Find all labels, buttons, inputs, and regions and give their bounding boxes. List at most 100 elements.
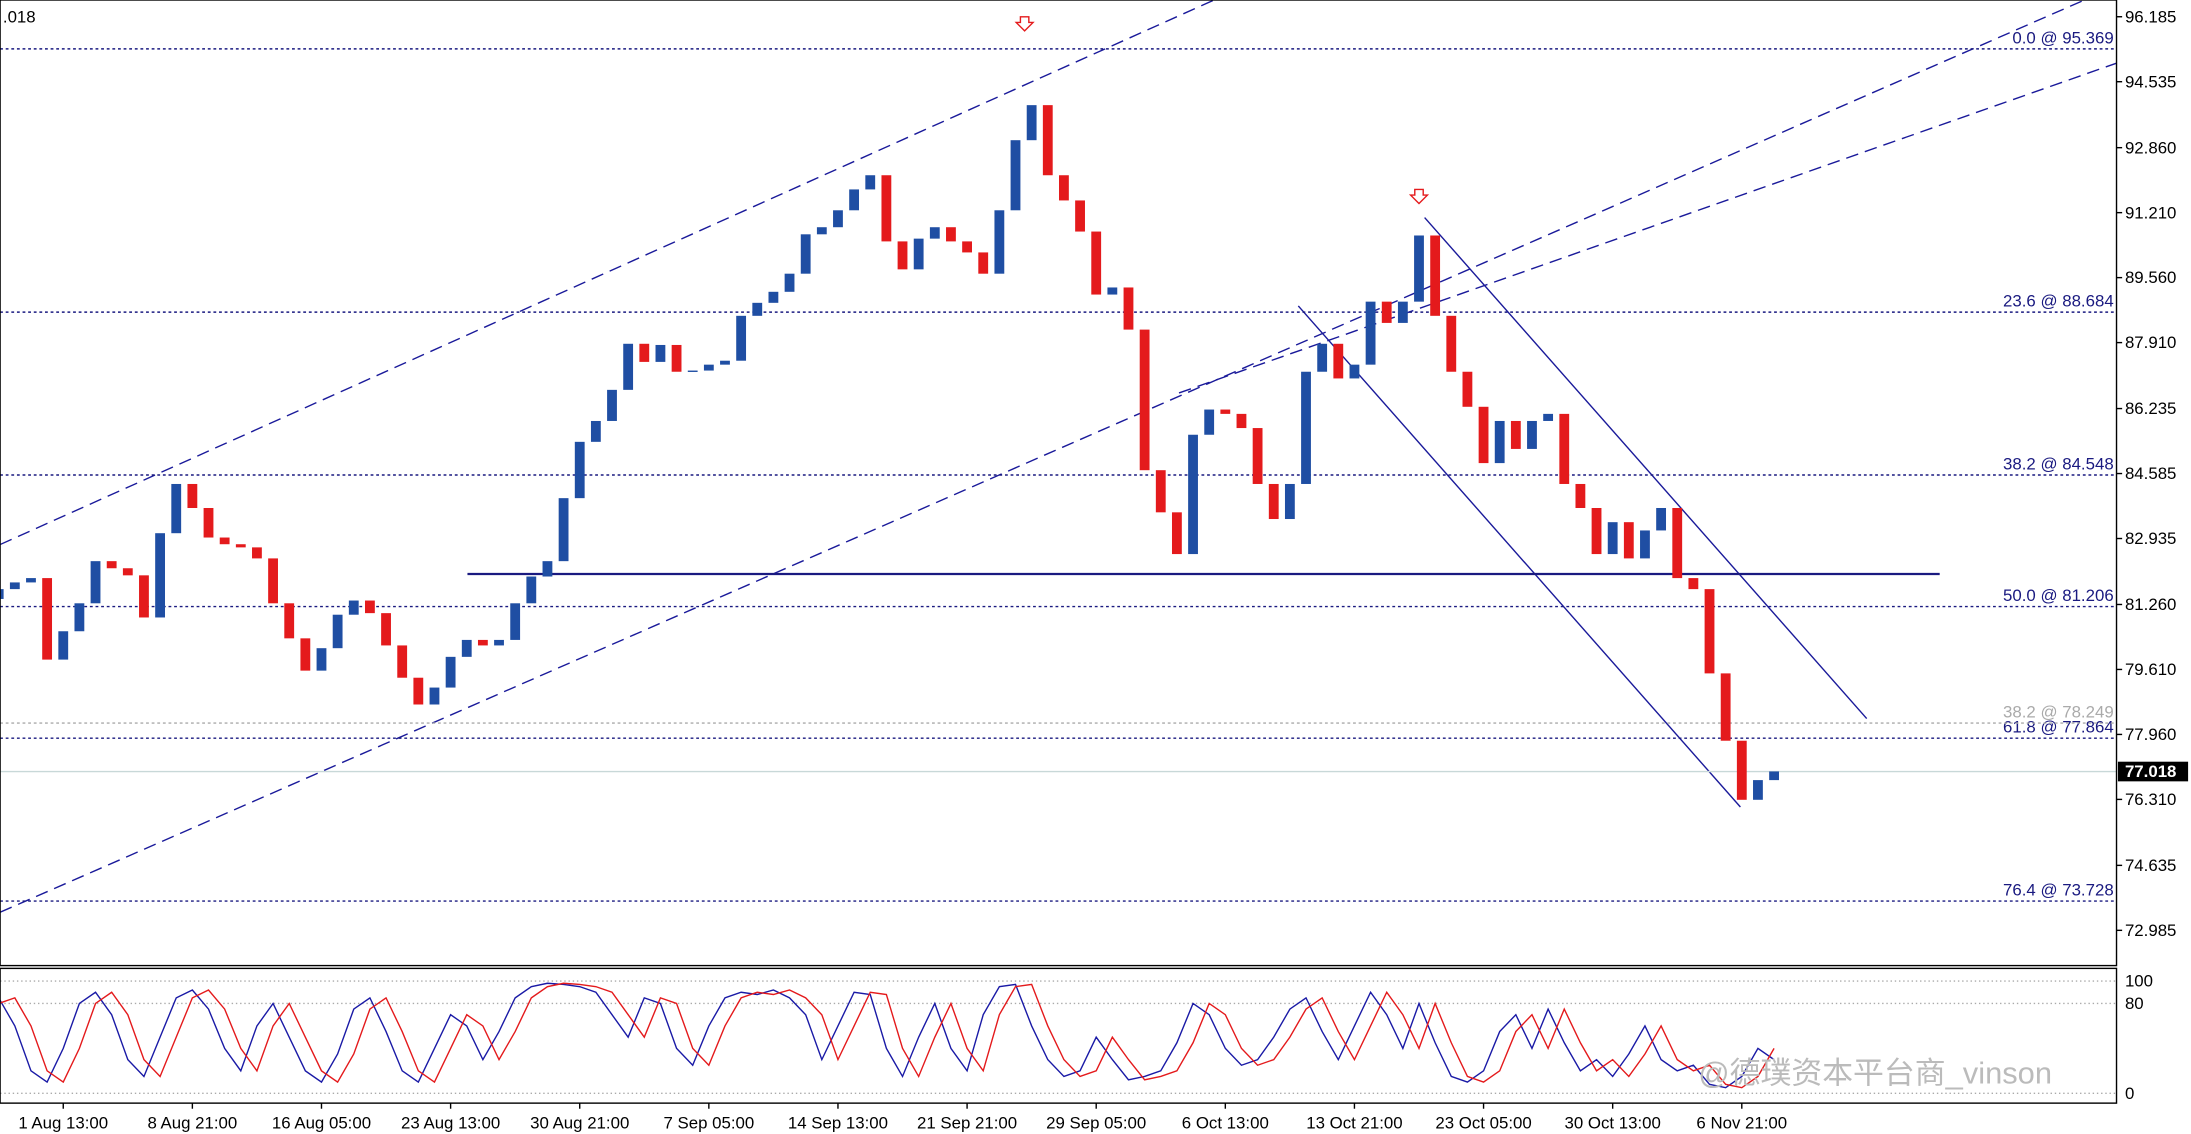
y-tick-label: 74.635 xyxy=(2125,856,2176,875)
watermark: @德璞资本平台商_vinson xyxy=(1698,1055,2052,1090)
candle-body xyxy=(1059,175,1069,201)
candle-body xyxy=(300,638,311,671)
y-tick-label: 81.260 xyxy=(2125,595,2176,614)
x-tick-label: 6 Oct 13:00 xyxy=(1182,1113,1269,1132)
candle-body xyxy=(881,175,892,242)
candle-body xyxy=(494,639,504,646)
x-tick-label: 30 Oct 13:00 xyxy=(1564,1113,1660,1132)
candle-body xyxy=(1430,235,1441,316)
fib-label: 38.2 @ 84.548 xyxy=(2003,454,2114,473)
candle-body xyxy=(962,241,972,253)
y-tick-label: 94.535 xyxy=(2125,72,2176,91)
fib-label: 76.4 @ 73.728 xyxy=(2003,880,2114,899)
candle-body xyxy=(1623,522,1634,559)
candle-body xyxy=(623,343,634,390)
candle-body xyxy=(1575,483,1586,508)
candle-body xyxy=(542,561,553,577)
candle-body xyxy=(816,227,827,235)
channel-line xyxy=(0,0,1215,546)
candle-body xyxy=(558,498,569,562)
candle-body xyxy=(1414,235,1424,302)
candle-body xyxy=(445,656,456,688)
y-tick-label: 77.960 xyxy=(2125,725,2176,744)
candle-body xyxy=(946,227,956,242)
candle-body xyxy=(235,544,246,548)
candle-body xyxy=(590,420,601,442)
x-tick-label: 14 Sep 13:00 xyxy=(788,1113,888,1132)
y-tick-label: 87.910 xyxy=(2125,333,2176,352)
y-tick-label: 76.310 xyxy=(2125,790,2176,809)
candle-body xyxy=(1091,231,1102,295)
candle-body xyxy=(929,227,940,239)
candle-body xyxy=(574,441,585,499)
candle-body xyxy=(752,302,763,316)
fib-label: 0.0 @ 95.369 xyxy=(2012,28,2113,47)
x-tick-label: 7 Sep 05:00 xyxy=(663,1113,754,1132)
candle-body xyxy=(26,578,36,583)
candle-body xyxy=(0,589,4,599)
current-price-label: 77.018 xyxy=(2125,762,2176,781)
x-tick-label: 30 Aug 21:00 xyxy=(530,1113,629,1132)
channel-line xyxy=(1178,62,2117,394)
candle-body xyxy=(171,483,182,534)
candle-body xyxy=(429,687,440,705)
candle-body xyxy=(203,507,214,538)
candle-body xyxy=(1704,589,1715,674)
x-tick-label: 23 Aug 13:00 xyxy=(401,1113,500,1132)
x-tick-label: 29 Sep 05:00 xyxy=(1046,1113,1146,1132)
y-tick-label: 91.210 xyxy=(2125,203,2176,222)
candle-body xyxy=(1736,740,1747,800)
candle-body xyxy=(364,600,375,614)
candle-body xyxy=(1139,329,1150,471)
candle-body xyxy=(510,603,521,640)
candle-body xyxy=(316,648,327,671)
y-tick-label: 79.610 xyxy=(2125,660,2176,679)
candle-body xyxy=(477,639,488,646)
candle-body xyxy=(1559,413,1570,484)
candle-body xyxy=(1349,364,1360,379)
stochastic-line xyxy=(0,982,1775,1089)
candle-body xyxy=(1171,512,1182,555)
candle-body xyxy=(74,603,85,632)
candle-body xyxy=(897,241,908,270)
candle-body xyxy=(1607,522,1618,555)
candle-body xyxy=(1446,315,1457,372)
y-tick-label: 82.935 xyxy=(2125,529,2176,548)
x-tick-label: 16 Aug 05:00 xyxy=(272,1113,371,1132)
candle-body xyxy=(768,291,779,303)
candle-body xyxy=(155,533,166,618)
candle-body xyxy=(268,558,278,604)
candle-body xyxy=(526,576,537,604)
candle-body xyxy=(1075,200,1085,232)
candle-body xyxy=(1381,301,1392,323)
candle-body xyxy=(1333,343,1344,379)
candle-body xyxy=(284,603,295,639)
down-channel xyxy=(1297,305,1741,808)
candle-body xyxy=(865,175,876,190)
candle-body xyxy=(106,561,117,569)
candle-body xyxy=(42,578,53,660)
indicator-tick-label: 100 xyxy=(2125,972,2153,991)
candle-body xyxy=(187,483,198,508)
channel-line xyxy=(0,0,2087,913)
x-tick-label: 23 Oct 05:00 xyxy=(1435,1113,1531,1132)
candle-body xyxy=(687,370,698,372)
candle-body xyxy=(1478,406,1489,464)
y-tick-label: 86.235 xyxy=(2125,399,2176,418)
fib-label: 23.6 @ 88.684 xyxy=(2003,292,2114,311)
candle-body xyxy=(1252,428,1263,484)
x-tick-label: 6 Nov 21:00 xyxy=(1696,1113,1787,1132)
plot-border xyxy=(0,0,2118,967)
candle-body xyxy=(348,600,359,615)
y-tick-label: 92.860 xyxy=(2125,138,2176,157)
current-price-box xyxy=(2117,761,2189,782)
candle-body xyxy=(671,344,682,372)
y-tick-label: 89.560 xyxy=(2125,268,2176,287)
candle-body xyxy=(1220,409,1231,414)
candle-body xyxy=(736,315,747,361)
candle-body xyxy=(1123,287,1134,330)
candle-body xyxy=(332,614,343,649)
candle-body xyxy=(1510,420,1521,449)
y-tick-label: 84.585 xyxy=(2125,464,2176,483)
